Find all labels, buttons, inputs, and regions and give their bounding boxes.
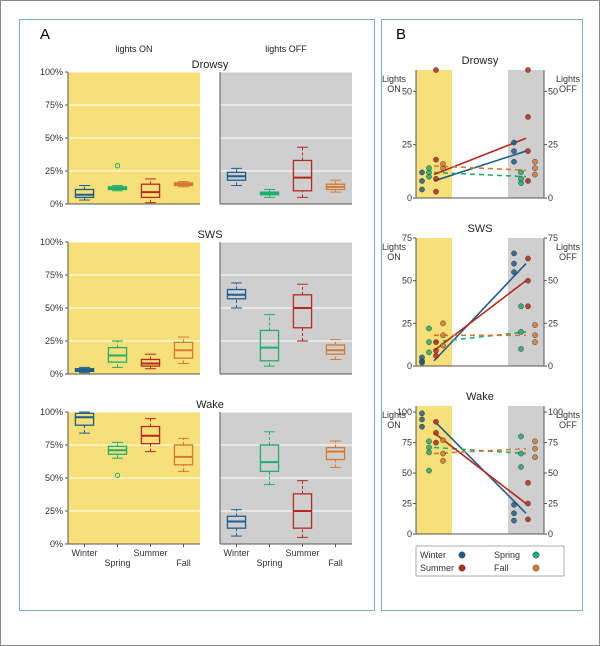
svg-text:lights ON: lights ON (115, 44, 152, 54)
svg-text:25: 25 (402, 318, 412, 328)
svg-text:50: 50 (402, 86, 412, 96)
svg-text:OFF: OFF (559, 252, 577, 262)
svg-text:Wake: Wake (466, 391, 494, 403)
svg-text:25%: 25% (45, 336, 63, 346)
svg-text:0%: 0% (50, 369, 63, 379)
svg-text:0: 0 (548, 193, 553, 203)
svg-text:SWS: SWS (467, 223, 492, 235)
svg-text:25: 25 (548, 318, 558, 328)
svg-text:50: 50 (548, 86, 558, 96)
svg-text:Spring: Spring (256, 558, 282, 568)
svg-text:Lights: Lights (556, 410, 581, 420)
svg-text:0: 0 (548, 361, 553, 371)
panel-a-svg: lights ON lights OFF Drowsy 0% 25% 50% 75% 100%… (20, 20, 376, 612)
svg-text:0%: 0% (50, 199, 63, 209)
svg-text:0: 0 (407, 361, 412, 371)
svg-text:Summer: Summer (285, 548, 319, 558)
svg-text:50: 50 (548, 468, 558, 478)
svg-text:ON: ON (387, 420, 401, 430)
svg-text:75: 75 (548, 438, 558, 448)
svg-text:75%: 75% (45, 270, 63, 280)
svg-text:Lights: Lights (556, 74, 581, 84)
panel-b: B Drowsy0025255050LightsONLightsOFFSWS00… (381, 19, 583, 611)
svg-text:50: 50 (548, 276, 558, 286)
svg-text:0: 0 (407, 193, 412, 203)
figure-container: A lights ON lights OFF Drowsy 0% 25% 50% 75% 10… (0, 0, 600, 646)
panel-b-svg: Drowsy0025255050LightsONLightsOFFSWS0025… (382, 20, 584, 612)
svg-text:Summer: Summer (133, 548, 167, 558)
svg-text:lights OFF: lights OFF (265, 44, 307, 54)
panel-b-label: B (396, 26, 406, 43)
svg-text:OFF: OFF (559, 420, 577, 430)
svg-text:Lights: Lights (556, 242, 581, 252)
svg-text:Fall: Fall (176, 558, 191, 568)
svg-text:Lights: Lights (382, 410, 407, 420)
svg-text:Winter: Winter (420, 550, 446, 560)
svg-text:25%: 25% (45, 166, 63, 176)
svg-text:100%: 100% (40, 237, 63, 247)
svg-text:0%: 0% (50, 539, 63, 549)
svg-text:25: 25 (548, 140, 558, 150)
svg-text:Summer: Summer (420, 563, 454, 573)
svg-text:Winter: Winter (71, 548, 97, 558)
svg-text:Lights: Lights (382, 242, 407, 252)
svg-text:25%: 25% (45, 506, 63, 516)
svg-text:50%: 50% (45, 473, 63, 483)
svg-text:Winter: Winter (223, 548, 249, 558)
panel-a-label: A (40, 26, 50, 43)
svg-text:0: 0 (548, 529, 553, 539)
svg-text:50: 50 (402, 276, 412, 286)
svg-text:25: 25 (402, 140, 412, 150)
svg-text:Spring: Spring (494, 550, 520, 560)
svg-text:75%: 75% (45, 100, 63, 110)
svg-text:50: 50 (402, 468, 412, 478)
svg-text:Drowsy: Drowsy (192, 59, 229, 71)
panel-a: A lights ON lights OFF Drowsy 0% 25% 50% 75% 10… (19, 19, 375, 611)
svg-text:0: 0 (407, 529, 412, 539)
svg-text:100%: 100% (40, 67, 63, 77)
svg-text:ON: ON (387, 84, 401, 94)
svg-text:Fall: Fall (328, 558, 343, 568)
svg-text:Fall: Fall (494, 563, 509, 573)
svg-text:25: 25 (548, 499, 558, 509)
svg-text:75: 75 (402, 438, 412, 448)
svg-text:50%: 50% (45, 303, 63, 313)
svg-text:ON: ON (387, 252, 401, 262)
svg-text:50%: 50% (45, 133, 63, 143)
svg-text:25: 25 (402, 499, 412, 509)
svg-text:Wake: Wake (196, 399, 224, 411)
svg-text:100%: 100% (40, 407, 63, 417)
svg-text:Lights: Lights (382, 74, 407, 84)
svg-text:75%: 75% (45, 440, 63, 450)
svg-text:OFF: OFF (559, 84, 577, 94)
svg-text:Spring: Spring (104, 558, 130, 568)
svg-text:Drowsy: Drowsy (462, 55, 499, 67)
svg-text:SWS: SWS (197, 229, 222, 241)
